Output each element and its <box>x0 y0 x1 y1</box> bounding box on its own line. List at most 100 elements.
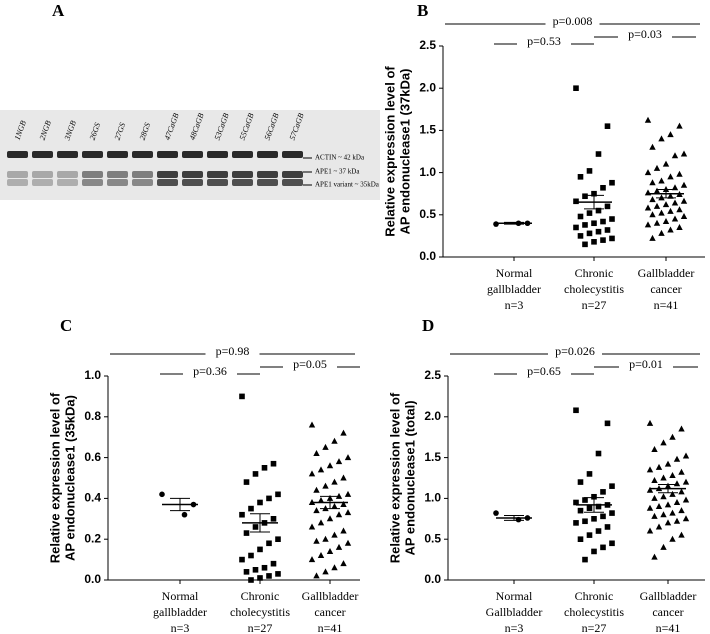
data-point <box>344 490 352 497</box>
data-point <box>582 556 588 563</box>
data-point <box>308 556 316 563</box>
data-point <box>609 216 615 222</box>
data-point <box>667 192 674 199</box>
data-point <box>667 207 674 214</box>
band-label: ACTIN ~ 42 kDa <box>315 154 365 162</box>
data-point <box>649 143 656 150</box>
x-tick-label: Gallbladder <box>638 266 695 280</box>
data-point <box>344 509 352 516</box>
data-point <box>658 229 665 236</box>
x-tick-label: n=41 <box>654 298 679 312</box>
panel-label: A <box>52 1 65 20</box>
data-point <box>651 512 658 519</box>
p-value: p=0.026 <box>555 344 595 358</box>
data-point <box>609 540 615 547</box>
data-point <box>573 407 579 414</box>
blot-band <box>257 151 278 158</box>
data-point <box>600 489 606 495</box>
data-point <box>646 527 654 534</box>
data-point <box>586 471 593 477</box>
x-tick-label: n=41 <box>656 621 681 634</box>
data-point <box>573 198 579 205</box>
x-tick-label: gallbladder <box>487 282 541 296</box>
x-tick-label: cholecystitis <box>230 605 290 619</box>
data-point <box>655 463 663 470</box>
data-point <box>313 572 320 579</box>
data-point <box>653 202 661 209</box>
y-tick-label: 0.5 <box>419 207 436 221</box>
data-point <box>664 460 672 467</box>
data-point <box>248 577 254 583</box>
data-point <box>181 511 188 518</box>
data-point <box>667 226 674 233</box>
data-point <box>252 524 259 530</box>
blot-band <box>232 171 253 178</box>
data-point <box>257 499 263 506</box>
data-point <box>573 85 579 91</box>
data-point <box>658 135 665 142</box>
data-point <box>577 213 584 220</box>
data-point <box>604 227 611 233</box>
x-tick-label: Normal <box>162 589 199 603</box>
blot-band <box>57 171 78 178</box>
data-point <box>671 152 679 159</box>
p-value: p=0.36 <box>193 364 227 378</box>
data-point <box>582 241 588 248</box>
data-point <box>335 458 343 465</box>
data-point <box>660 493 667 500</box>
data-point <box>649 234 656 241</box>
data-point <box>331 437 338 444</box>
data-point <box>646 466 654 473</box>
data-point <box>239 556 245 563</box>
data-point <box>586 210 593 216</box>
data-point <box>676 170 683 177</box>
data-point <box>577 174 584 180</box>
blot-band <box>82 171 103 178</box>
data-point <box>595 450 602 457</box>
data-point <box>573 224 579 231</box>
data-point <box>270 460 277 467</box>
p-value: p=0.008 <box>553 14 593 28</box>
x-tick-label: Chronic <box>575 589 614 603</box>
data-point <box>682 478 690 485</box>
data-point <box>591 548 597 555</box>
data-point <box>655 503 663 510</box>
data-point <box>257 546 263 553</box>
data-point <box>317 466 325 473</box>
data-point <box>275 536 281 542</box>
data-point <box>266 540 272 547</box>
data-point <box>600 184 606 191</box>
data-point <box>667 173 674 180</box>
blot-band <box>157 151 178 158</box>
data-point <box>667 131 674 138</box>
data-point <box>582 193 588 200</box>
blot-band <box>82 179 103 186</box>
blot-band <box>7 179 28 186</box>
data-point <box>676 206 683 213</box>
data-point <box>653 164 661 171</box>
data-point <box>655 523 663 530</box>
data-point <box>344 454 352 461</box>
y-tick-label: 0.2 <box>84 531 101 545</box>
data-point <box>577 536 584 542</box>
data-point <box>591 190 597 197</box>
data-point <box>248 552 254 559</box>
data-point <box>673 498 681 505</box>
blot-band <box>7 151 28 158</box>
data-point <box>595 528 602 534</box>
data-point <box>322 568 329 575</box>
y-tick-label: 0.0 <box>84 572 101 586</box>
x-tick-label: n=27 <box>582 621 607 634</box>
data-point <box>646 504 654 511</box>
blot-band <box>157 171 178 178</box>
panel-label: D <box>422 316 434 335</box>
data-point <box>680 181 688 188</box>
y-tick-label: 1.0 <box>419 165 436 179</box>
data-point <box>582 497 588 503</box>
y-axis-label: AP endonuclease1 (total) <box>402 400 417 555</box>
data-point <box>609 483 615 489</box>
data-point <box>678 507 685 514</box>
data-point <box>317 519 325 526</box>
data-point <box>317 552 325 559</box>
